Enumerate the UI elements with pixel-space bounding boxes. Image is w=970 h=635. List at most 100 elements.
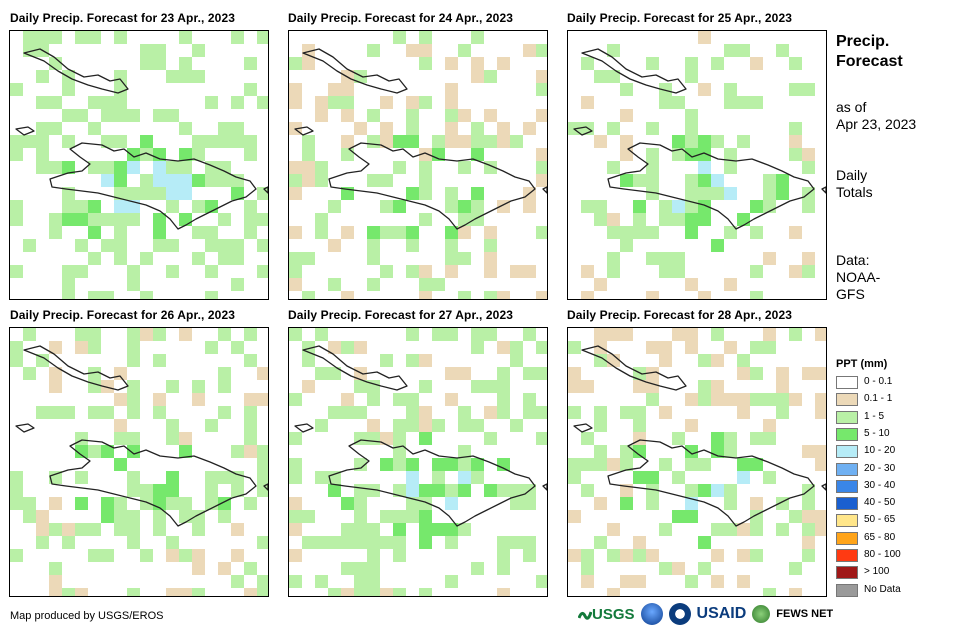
precip-cell (127, 265, 140, 278)
precip-cell (393, 226, 406, 239)
precip-cell (49, 471, 62, 484)
puerto-rico-outline (263, 483, 268, 491)
precip-cell (776, 174, 789, 187)
precip-cell (354, 70, 367, 83)
precip-cell (114, 187, 127, 200)
precip-cell (192, 44, 205, 57)
precip-cell (685, 213, 698, 226)
hispaniola-outline (328, 142, 536, 230)
precip-cell (406, 239, 419, 252)
forecast-map-panel-3 (567, 30, 827, 300)
precip-cell (646, 226, 659, 239)
precip-cell (581, 575, 594, 588)
precip-cell (36, 31, 49, 44)
precip-cell (445, 523, 458, 536)
precip-cell (101, 174, 114, 187)
precip-cell (672, 471, 685, 484)
precip-cell (815, 393, 826, 406)
precip-cell (114, 213, 127, 226)
precip-cell (62, 200, 75, 213)
precip-cell (594, 200, 607, 213)
cuba-outline (23, 48, 129, 94)
precip-cell (179, 174, 192, 187)
precip-cell (484, 380, 497, 393)
precip-cell (633, 380, 646, 393)
precip-cell (536, 341, 547, 354)
precip-cell (244, 354, 257, 367)
precip-cell (458, 445, 471, 458)
precip-cell (289, 523, 302, 536)
precip-cell (445, 96, 458, 109)
precip-cell (685, 484, 698, 497)
precip-cell (685, 510, 698, 523)
precip-cell (815, 523, 826, 536)
precip-cell (10, 549, 23, 562)
precip-cell (302, 536, 315, 549)
precip-cell (484, 109, 497, 122)
precip-cell (140, 252, 153, 265)
precip-cell (166, 70, 179, 83)
precip-cell (763, 419, 776, 432)
precip-cell (257, 575, 268, 588)
precip-cell (302, 135, 315, 148)
precip-cell (419, 161, 432, 174)
precip-cell (620, 458, 633, 471)
precip-cell (179, 57, 192, 70)
jamaica-outline (294, 423, 314, 433)
precip-cell (523, 497, 536, 510)
precip-cell (497, 122, 510, 135)
precip-cell (581, 380, 594, 393)
precip-cell (659, 83, 672, 96)
precip-cell (536, 148, 547, 161)
precip-cell (471, 57, 484, 70)
precip-cell (49, 122, 62, 135)
precip-cell (62, 135, 75, 148)
precip-cell (789, 148, 802, 161)
precip-cell (231, 445, 244, 458)
precip-cell (471, 341, 484, 354)
precip-cell (380, 265, 393, 278)
precip-cell (724, 148, 737, 161)
precip-cell (88, 226, 101, 239)
precip-cell (114, 393, 127, 406)
precip-cell (789, 562, 802, 575)
legend-swatch (836, 393, 858, 407)
precip-cell (711, 523, 724, 536)
precip-cell (419, 278, 432, 291)
puerto-rico-outline (821, 483, 826, 491)
sidebar-asof-date: Apr 23, 2023 (836, 116, 917, 132)
precip-cell (607, 161, 620, 174)
precip-cell (49, 367, 62, 380)
precip-cell (10, 471, 23, 484)
precip-raster (10, 31, 268, 299)
precip-cell (484, 265, 497, 278)
precip-cell (445, 109, 458, 122)
precip-cell (231, 471, 244, 484)
precip-cell (192, 523, 205, 536)
precip-cell (802, 536, 815, 549)
jamaica-outline (15, 423, 35, 433)
precip-cell (711, 135, 724, 148)
precip-cell (789, 57, 802, 70)
precip-cell (354, 562, 367, 575)
precip-cell (192, 562, 205, 575)
precip-cell (289, 549, 302, 562)
precip-cell (302, 174, 315, 187)
forecast-map-panel-4 (9, 327, 269, 597)
precip-cell (536, 161, 547, 174)
precip-cell (802, 497, 815, 510)
precip-cell (114, 252, 127, 265)
precip-cell (510, 536, 523, 549)
precip-cell (445, 497, 458, 510)
precip-cell (445, 83, 458, 96)
precip-cell (153, 187, 166, 200)
precip-cell (354, 575, 367, 588)
precip-cell (114, 135, 127, 148)
precip-cell (114, 31, 127, 44)
precip-cell (166, 265, 179, 278)
precip-cell (497, 341, 510, 354)
panel-title-2: Daily Precip. Forecast for 24 Apr., 2023 (288, 11, 513, 25)
panel-title-5: Daily Precip. Forecast for 27 Apr., 2023 (288, 308, 513, 322)
precip-cell (328, 588, 341, 596)
legend-label: No Data (864, 583, 901, 595)
